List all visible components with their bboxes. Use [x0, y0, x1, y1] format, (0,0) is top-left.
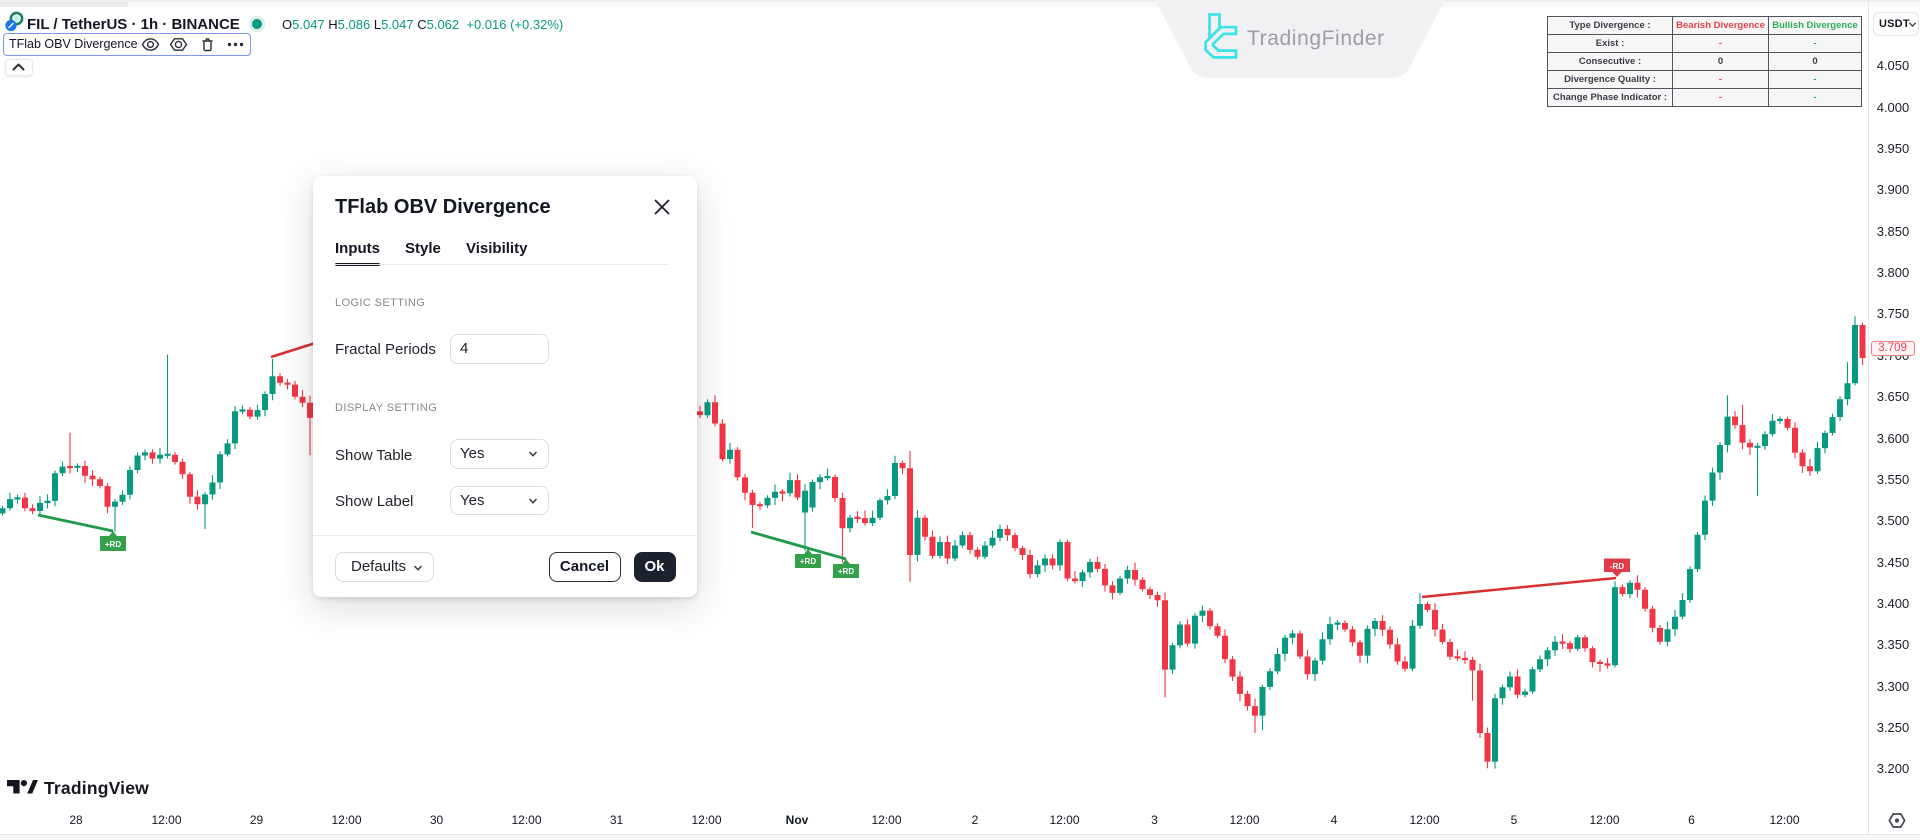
svg-text:+RD: +RD: [838, 567, 854, 576]
svg-text:+RD: +RD: [105, 540, 121, 549]
svg-text:+RD: +RD: [800, 557, 816, 566]
svg-text:-RD: -RD: [1610, 562, 1624, 571]
